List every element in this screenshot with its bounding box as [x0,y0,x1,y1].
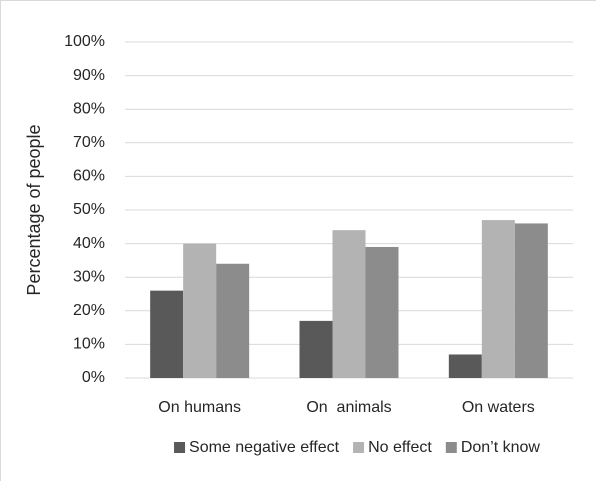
y-tick-label: 0% [82,369,105,386]
bar [299,320,333,378]
legend-swatch [445,442,457,453]
legend-label: Don’t know [461,439,541,456]
y-tick-label: 70% [73,134,105,151]
y-tick-label: 30% [73,268,105,285]
bar [481,220,515,378]
y-tick-label: 80% [73,100,105,117]
bar [332,230,366,378]
y-tick-label: 50% [73,201,105,218]
bar [150,290,184,378]
x-tick-label: On waters [462,399,535,416]
legend-swatch [353,442,365,453]
legend-label: Some negative effect [189,439,340,456]
y-tick-label: 90% [73,67,105,84]
y-tick-label: 100% [64,33,105,50]
y-tick-label: 20% [73,302,105,319]
bar [216,263,250,378]
legend-swatch [174,442,186,453]
y-axis-label: Percentage of people [24,124,44,295]
bar [365,246,399,378]
y-tick-label: 10% [73,336,105,353]
bar [183,243,217,378]
x-tick-label: On animals [306,399,391,416]
x-tick-label: On humans [158,399,241,416]
bar [448,354,482,378]
bar [514,223,548,378]
y-tick-label: 60% [73,168,105,185]
y-tick-label: 40% [73,235,105,252]
legend-label: No effect [368,439,432,456]
